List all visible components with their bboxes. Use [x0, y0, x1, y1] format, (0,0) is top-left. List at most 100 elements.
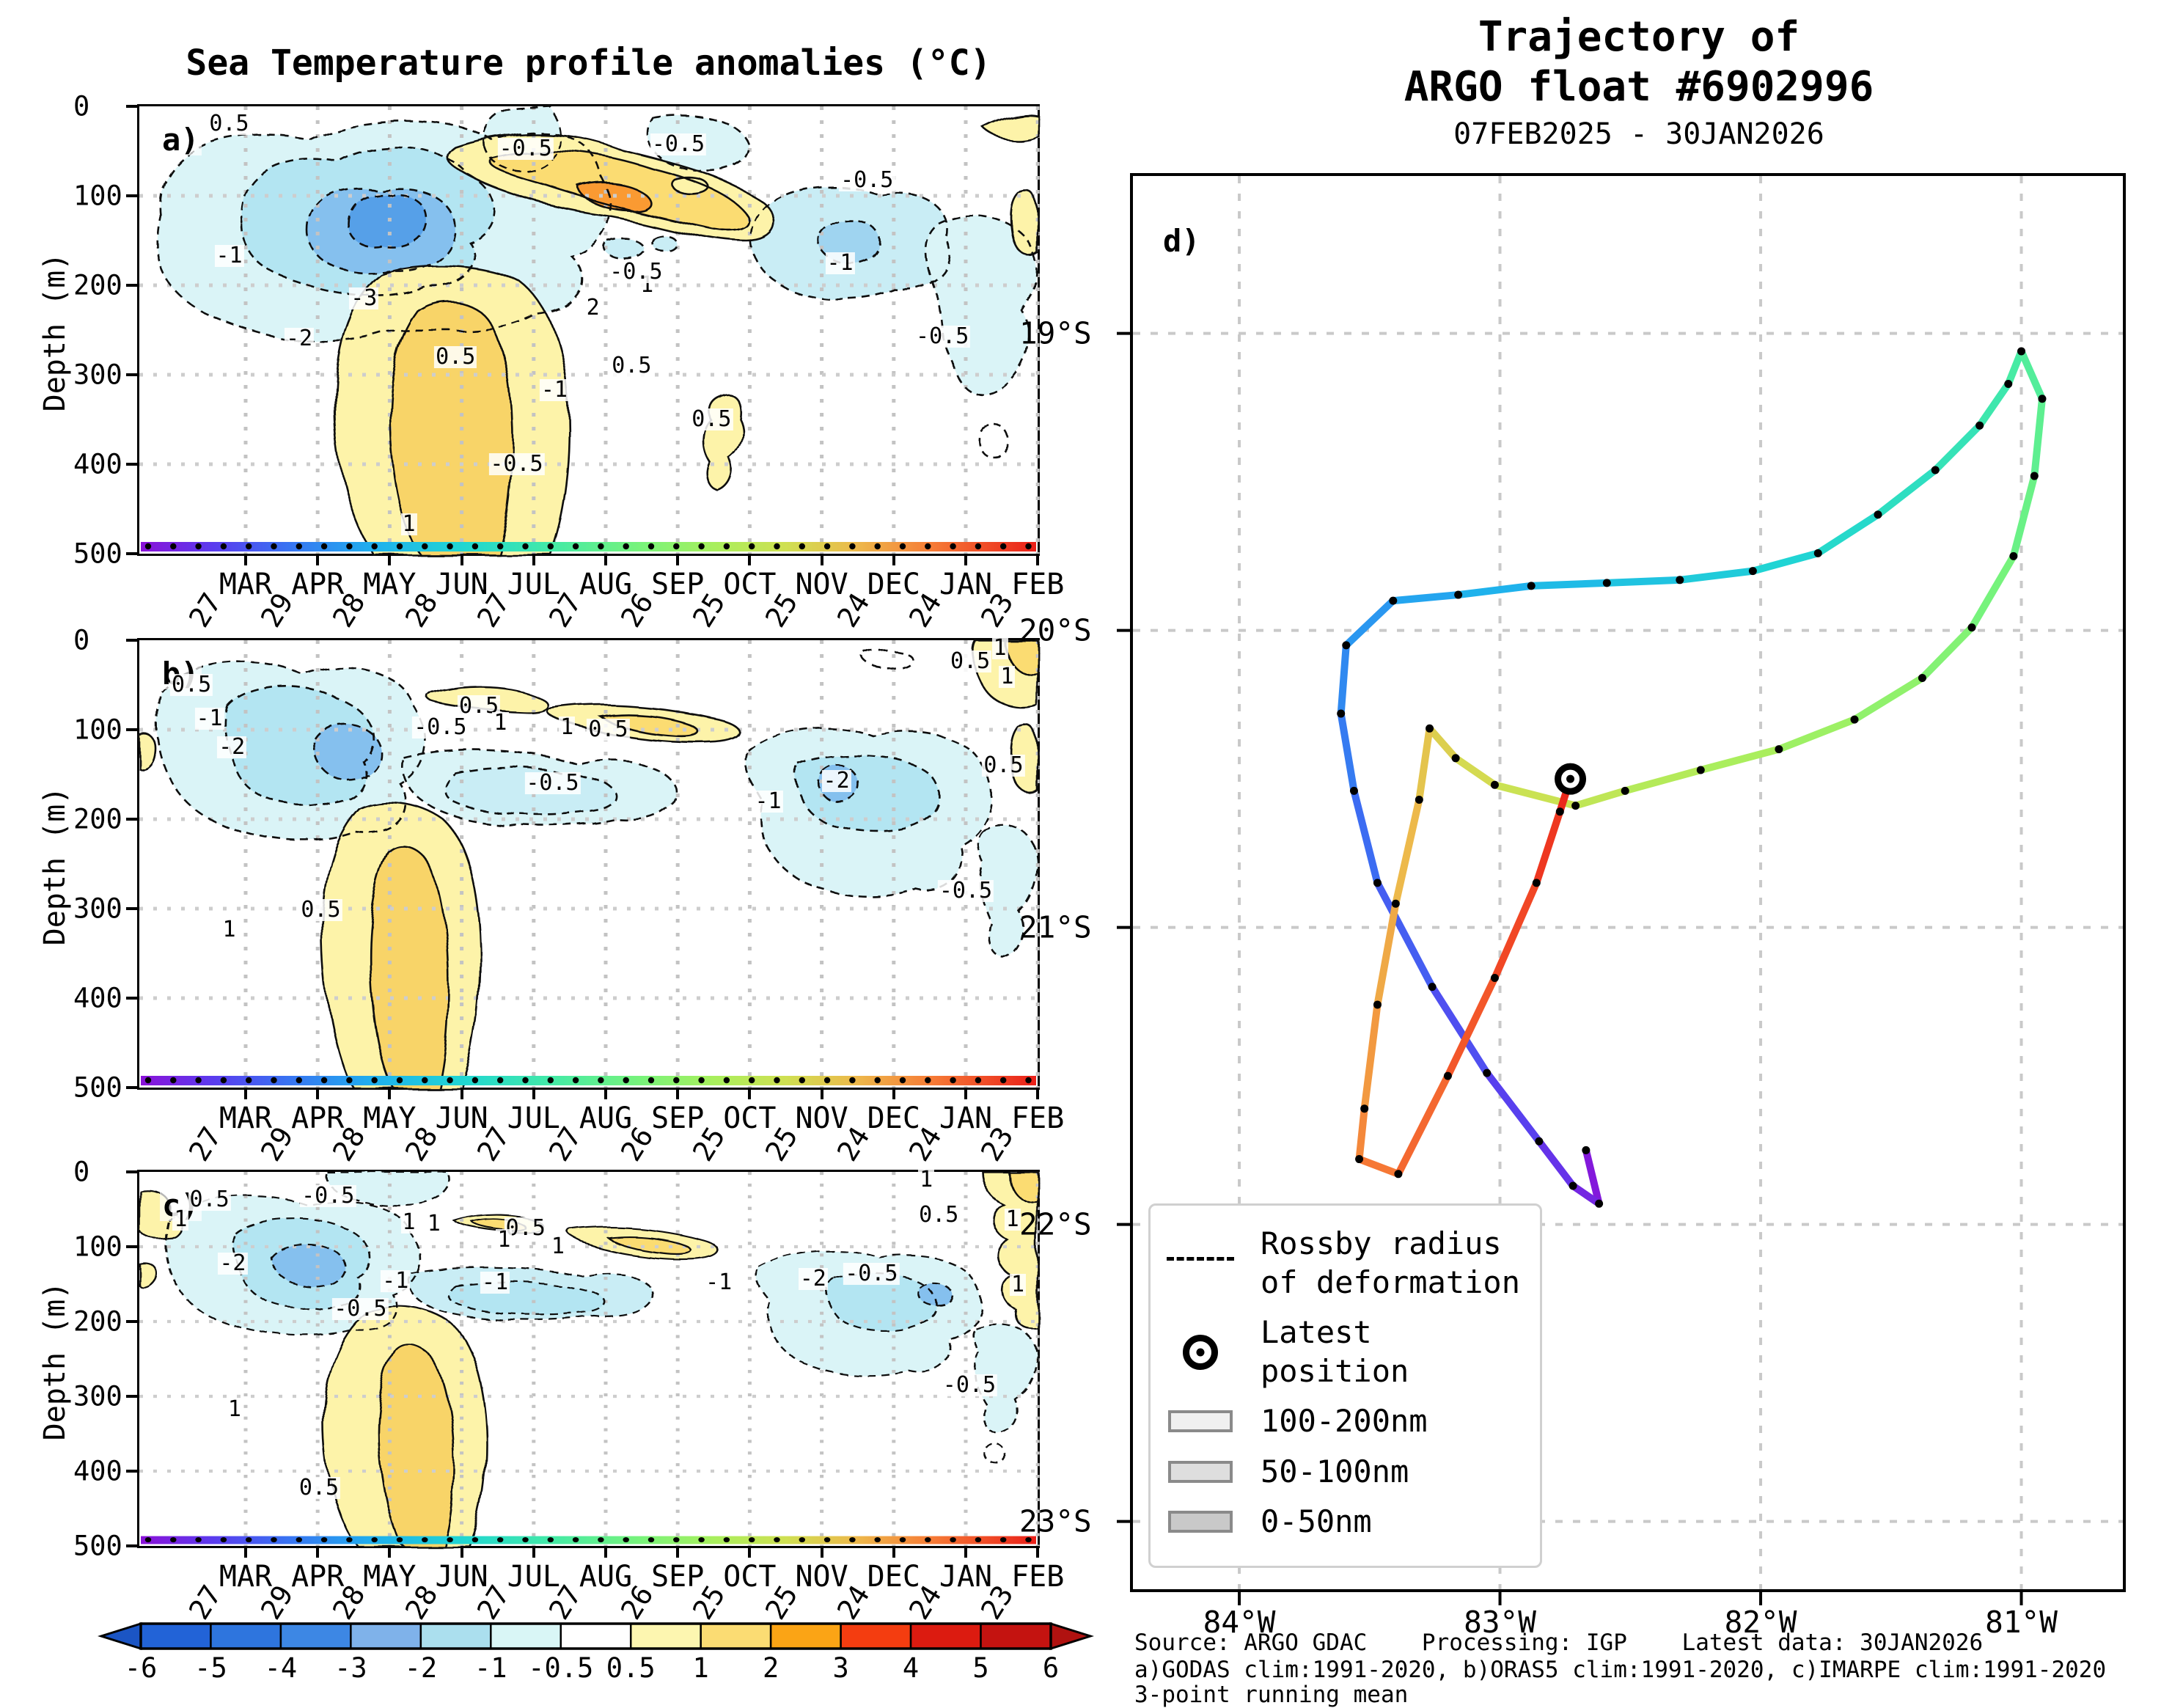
month-tick-mark	[316, 554, 320, 565]
depth-axis-label: Depth (m)	[38, 252, 72, 412]
panel-letter-d: d)	[1163, 223, 1200, 259]
contour-label: 1	[991, 634, 1008, 661]
map-x-tick-label: 81°W	[1985, 1605, 2058, 1640]
map-y-tick-label: 21°S	[1019, 909, 1092, 945]
timeline-a	[141, 542, 1036, 551]
depth-tick-mark	[126, 552, 138, 555]
depth-tick-mark	[126, 1544, 138, 1547]
month-label: FEB	[1011, 568, 1065, 601]
latest-position-icon	[1167, 1334, 1234, 1370]
month-tick-mark	[820, 1088, 823, 1099]
month-tick-mark	[748, 1088, 752, 1099]
rossby-100-200-swatch	[1167, 1410, 1234, 1433]
month-label: AUG	[579, 1102, 633, 1135]
depth-tick-mark	[126, 818, 138, 821]
month-tick-mark	[1036, 1088, 1040, 1099]
colorbar-tick-label: 0.5	[606, 1652, 656, 1684]
map-title-line1: Trajectory of	[1478, 13, 1800, 61]
contour-label: 1	[999, 664, 1016, 690]
month-label: DEC	[867, 1102, 920, 1135]
depth-tick-label: 100	[73, 180, 122, 212]
contour-label: 0.5	[690, 406, 733, 432]
month-label: APR	[291, 1560, 345, 1594]
contour-label: -0.5	[524, 770, 581, 796]
month-label: JUN	[435, 1560, 488, 1594]
depth-tick-label: 300	[73, 893, 122, 925]
contour-label: 2	[584, 294, 601, 320]
contour-label: -0.5	[332, 1295, 389, 1322]
depth-tick-mark	[126, 1395, 138, 1398]
map-y-tick-label: 22°S	[1019, 1206, 1092, 1242]
month-label: MAR	[219, 1102, 273, 1135]
month-tick-mark	[892, 554, 895, 565]
month-tick-mark	[676, 554, 680, 565]
contour-label: -0.5	[937, 877, 994, 904]
month-label: APR	[291, 1102, 345, 1135]
map-subtitle: 07FEB2025 - 30JAN2026	[1453, 117, 1824, 151]
legend-label-rossby: Rossby radius of deformation	[1261, 1225, 1521, 1300]
depth-tick-label: 500	[73, 538, 122, 570]
month-tick-mark	[460, 554, 463, 565]
month-label: FEB	[1011, 1102, 1065, 1135]
month-label: JAN	[939, 1560, 993, 1594]
contour-label: 0.5	[982, 752, 1025, 778]
depth-tick-label: 200	[73, 803, 122, 835]
timeline-c	[141, 1536, 1036, 1544]
depth-tick-mark	[126, 1245, 138, 1248]
month-tick-mark	[892, 1546, 895, 1558]
depth-tick-label: 400	[73, 1455, 122, 1487]
contour-label: 1	[226, 1396, 243, 1422]
depth-tick-mark	[126, 373, 138, 376]
legend-label-0-50: 0-50nm	[1261, 1503, 1372, 1539]
month-label: APR	[291, 568, 345, 601]
month-tick-mark	[676, 1546, 680, 1558]
contour-label: -2	[217, 734, 247, 760]
depth-axis-label: Depth (m)	[38, 786, 72, 946]
depth-tick-mark	[126, 997, 138, 1000]
month-tick-mark	[1036, 554, 1040, 565]
legend-item-100-200nm: 100-200nm	[1167, 1402, 1525, 1441]
contour-label: -1	[194, 705, 224, 731]
month-tick-mark	[748, 554, 752, 565]
depth-tick-label: 100	[73, 714, 122, 746]
legend-label-100-200: 100-200nm	[1261, 1403, 1428, 1439]
month-tick-mark	[604, 1088, 607, 1099]
contour-label: 1	[1010, 1272, 1027, 1298]
contour-label: -1	[704, 1269, 734, 1295]
depth-tick-label: 300	[73, 359, 122, 391]
month-label: FEB	[1011, 1560, 1065, 1594]
contour-label: 1	[492, 709, 509, 736]
month-label: SEP	[651, 1560, 705, 1594]
map-x-tick-label: 84°W	[1203, 1605, 1276, 1640]
depth-tick-label: 200	[73, 269, 122, 301]
contour-label: 1	[1004, 1206, 1021, 1232]
month-tick-mark	[820, 1546, 823, 1558]
contour-label: 1	[172, 1206, 189, 1232]
colorbar-tick-label: -4	[264, 1652, 298, 1684]
contour-label: -1	[214, 243, 244, 269]
map-x-tick-label: 83°W	[1464, 1605, 1536, 1640]
month-tick-mark	[748, 1546, 752, 1558]
month-label: MAY	[363, 568, 417, 601]
depth-tick-label: 200	[73, 1305, 122, 1338]
month-label: NOV	[795, 1560, 848, 1594]
colorbar-tick-label: -5	[194, 1652, 227, 1684]
contour-panel-b: b)0.5-1-2-0.50.5110.5-0.5-1-20.5-0.50.51…	[137, 634, 1040, 1090]
contour-label: 1	[400, 511, 417, 538]
contour-label: 1	[221, 917, 238, 943]
contour-label: 0.5	[610, 352, 653, 378]
contour-label: -0.5	[488, 451, 545, 477]
month-label: SEP	[651, 568, 705, 601]
contour-label: -0.5	[300, 1183, 356, 1209]
colorbar-tick-label: 3	[832, 1652, 849, 1684]
contour-label: 1	[549, 1234, 566, 1259]
depth-tick-label: 100	[73, 1231, 122, 1263]
depth-tick-mark	[126, 728, 138, 731]
month-tick-mark	[604, 1546, 607, 1558]
month-tick-mark	[676, 1088, 680, 1099]
rossby-50-100-swatch	[1167, 1460, 1234, 1483]
month-label: JUN	[435, 1102, 488, 1135]
depth-tick-mark	[126, 1470, 138, 1473]
month-tick-mark	[892, 1088, 895, 1099]
contour-plot-a	[139, 105, 1040, 555]
